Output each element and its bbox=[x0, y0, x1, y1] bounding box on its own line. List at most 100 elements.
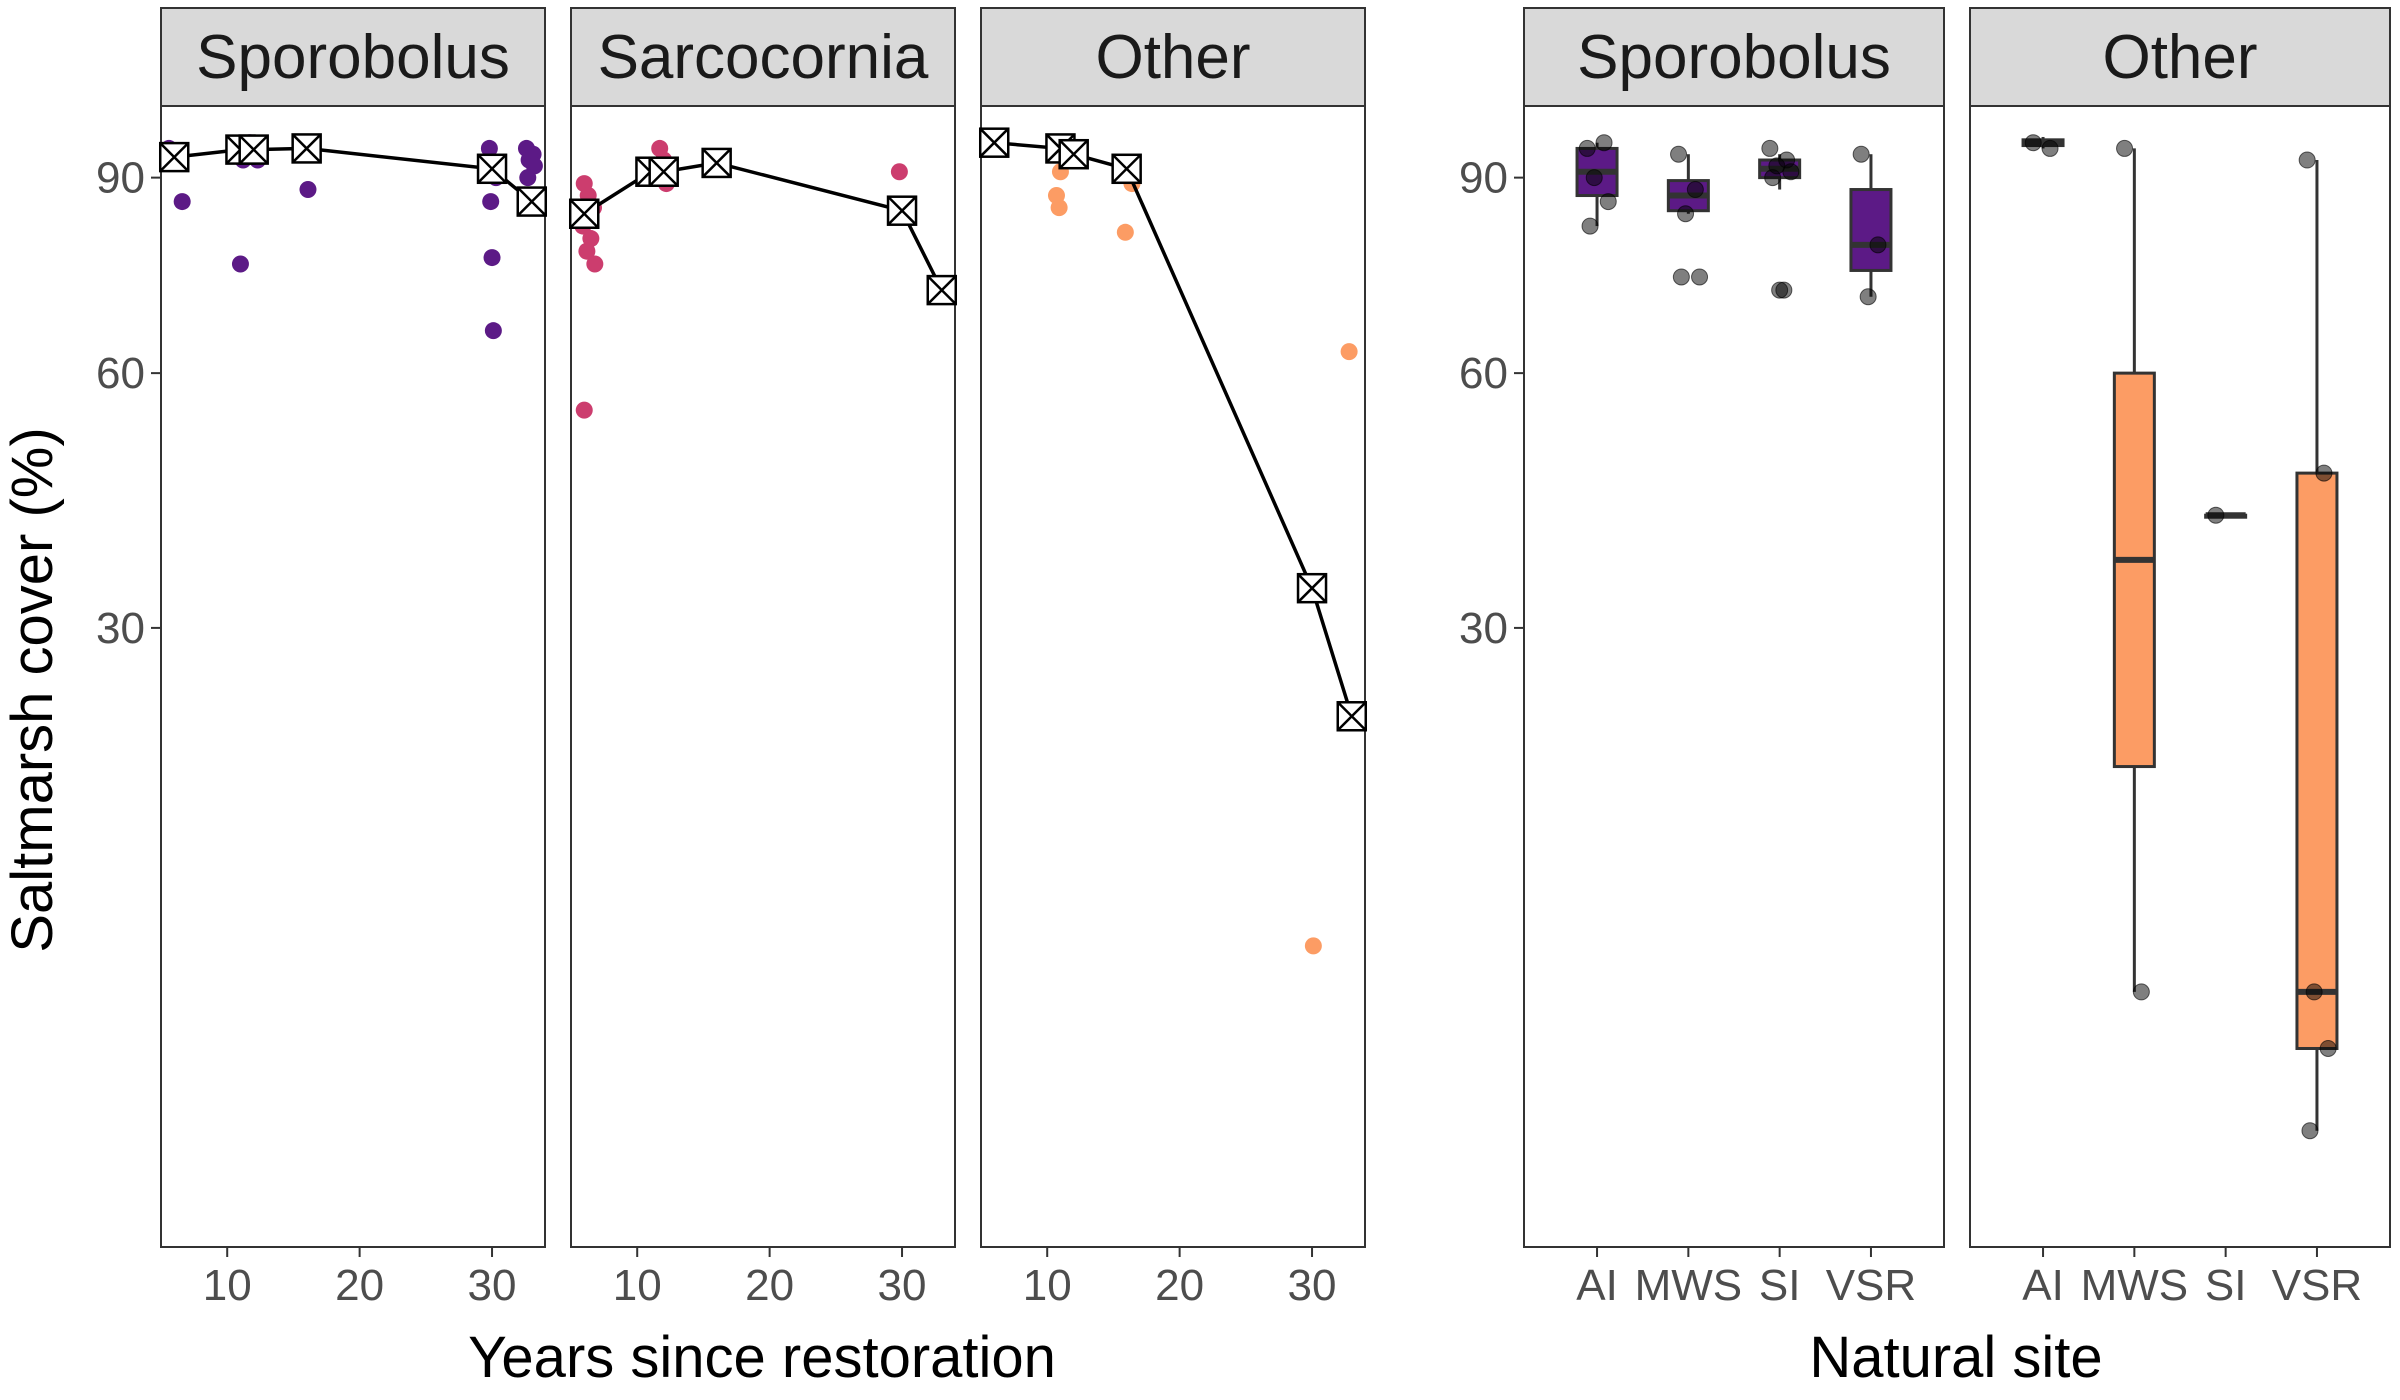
natural-sporobolus-point-13 bbox=[1782, 163, 1800, 181]
restored-other-xtick-label-20: 20 bbox=[1155, 1261, 1204, 1310]
right-ytick-label-60: 60 bbox=[1459, 349, 1508, 398]
restored-sarcocornia-point-12 bbox=[890, 163, 908, 181]
restored-sarcocornia-xtick-label-20: 20 bbox=[745, 1261, 794, 1310]
natural-sporobolus-point-7 bbox=[1677, 205, 1695, 223]
restored-sarcocornia-point-5 bbox=[578, 242, 596, 260]
restored-sporobolus-frame bbox=[160, 105, 546, 1248]
natural-sporobolus-point-4 bbox=[1581, 217, 1599, 235]
restored-sporobolus-mean-marker-3 bbox=[291, 133, 322, 164]
natural-other-point-9 bbox=[2301, 1122, 2319, 1140]
restored-sporobolus-strip bbox=[160, 7, 546, 107]
restored-sporobolus-strip-label: Sporobolus bbox=[196, 23, 510, 92]
restored-other-mean-marker-5 bbox=[1336, 701, 1368, 732]
natural-sporobolus-point-10 bbox=[1761, 139, 1779, 157]
natural-sporobolus-point-6 bbox=[1686, 181, 1704, 199]
restored-sarcocornia-frame bbox=[570, 105, 956, 1248]
natural-sporobolus-box-MWS bbox=[1666, 154, 1710, 214]
restored-other-point-6 bbox=[1304, 937, 1322, 955]
restored-sporobolus-xtick-label-20: 20 bbox=[335, 1261, 384, 1310]
restored-other-point-4 bbox=[1116, 223, 1134, 241]
natural-sporobolus-xtick-label-AI: AI bbox=[1576, 1261, 1618, 1310]
natural-other-xtick-label-SI: SI bbox=[2205, 1261, 2247, 1310]
x-axis-title-restored: Years since restoration bbox=[468, 1325, 1056, 1390]
restored-other-mean-marker-4 bbox=[1296, 572, 1328, 604]
natural-other-point-8 bbox=[2319, 1039, 2337, 1057]
natural-other-strip-label: Other bbox=[2102, 23, 2257, 92]
natural-other-point-6 bbox=[2315, 464, 2333, 482]
natural-other-xtick-label-MWS: MWS bbox=[2081, 1261, 2189, 1310]
natural-other-point-4 bbox=[2207, 506, 2225, 524]
restored-other-xtick-label-30: 30 bbox=[1288, 1261, 1337, 1310]
natural-sporobolus-point-5 bbox=[1670, 145, 1688, 163]
natural-sporobolus-strip bbox=[1523, 7, 1945, 107]
natural-other-point-7 bbox=[2305, 983, 2323, 1001]
restored-other-mean-marker-3 bbox=[1111, 153, 1142, 185]
natural-sporobolus-point-3 bbox=[1599, 193, 1617, 211]
restored-sporobolus-point-7 bbox=[231, 255, 249, 273]
restored-sarcocornia-mean-marker-3 bbox=[701, 147, 732, 179]
natural-other-point-5 bbox=[2298, 151, 2316, 169]
restored-sarcocornia-mean-marker-4 bbox=[886, 195, 918, 226]
panels-layer: Sporobolus 30 60 90 10 20 30 Sarcocornia 10 20 30 O… bbox=[96, 7, 2391, 1310]
natural-other-box-MWS bbox=[2112, 148, 2156, 992]
restored-sporobolus-point-3 bbox=[173, 193, 191, 211]
restored-other-mean-marker-2 bbox=[1058, 138, 1089, 170]
restored-sarcocornia-point-6 bbox=[586, 255, 604, 273]
natural-other-point-2 bbox=[2116, 139, 2134, 157]
natural-sporobolus-point-9 bbox=[1672, 268, 1690, 286]
restored-sporobolus-mean-marker-0 bbox=[158, 141, 190, 173]
restored-other-frame bbox=[980, 105, 1366, 1248]
natural-other-point-0 bbox=[2024, 134, 2042, 152]
natural-sporobolus-point-14 bbox=[1764, 169, 1782, 187]
natural-other-xtick-label-VSR: VSR bbox=[2272, 1261, 2362, 1310]
restored-other-mean-line bbox=[994, 140, 1354, 717]
restored-sarcocornia-mean-marker-0 bbox=[568, 198, 600, 230]
natural-other-box-VSR bbox=[2295, 160, 2339, 1131]
restored-sarcocornia-mean-marker-5 bbox=[926, 274, 958, 306]
natural-sporobolus-point-18 bbox=[1869, 236, 1887, 254]
restored-sarcocornia-xtick-label-30: 30 bbox=[878, 1261, 927, 1310]
left-ytick-label-60: 60 bbox=[96, 349, 145, 398]
restored-sporobolus-point-17 bbox=[482, 193, 500, 211]
restored-sarcocornia-mean-marker-2 bbox=[648, 156, 679, 187]
restored-sarcocornia-strip-label: Sarcocornia bbox=[598, 23, 929, 92]
natural-sporobolus-xtick-label-VSR: VSR bbox=[1826, 1261, 1916, 1310]
restored-sarcocornia-point-7 bbox=[575, 401, 593, 419]
restored-other-point-2 bbox=[1050, 199, 1068, 217]
natural-sporobolus-box-VSR bbox=[1849, 154, 1893, 297]
restored-other-strip-label: Other bbox=[1095, 23, 1250, 92]
restored-sarcocornia-xtick-label-10: 10 bbox=[613, 1261, 662, 1310]
x-axis-title-natural: Natural site bbox=[1809, 1325, 2102, 1390]
restored-sporobolus-mean-marker-2 bbox=[238, 134, 269, 165]
restored-sporobolus-xtick-label-30: 30 bbox=[468, 1261, 517, 1310]
natural-sporobolus-frame bbox=[1523, 105, 1945, 1248]
restored-other-xtick-label-10: 10 bbox=[1023, 1261, 1072, 1310]
restored-sporobolus-point-18 bbox=[483, 249, 501, 267]
natural-sporobolus-point-1 bbox=[1595, 134, 1613, 152]
restored-sporobolus-xtick-label-10: 10 bbox=[203, 1261, 252, 1310]
left-ytick-label-90: 90 bbox=[96, 154, 145, 203]
restored-sporobolus-point-24 bbox=[519, 169, 537, 187]
restored-sporobolus-mean-marker-4 bbox=[476, 153, 508, 185]
natural-sporobolus-strip-label: Sporobolus bbox=[1577, 23, 1891, 92]
natural-other-frame bbox=[1969, 105, 2391, 1248]
natural-sporobolus-point-8 bbox=[1691, 268, 1709, 286]
y-axis-title: Saltmarsh cover (%) bbox=[0, 427, 65, 952]
natural-other-xtick-label-AI: AI bbox=[2022, 1261, 2064, 1310]
natural-sporobolus-point-19 bbox=[1859, 288, 1877, 306]
restored-other-strip bbox=[980, 7, 1366, 107]
restored-other-point-5 bbox=[1340, 343, 1358, 361]
restored-sporobolus-point-19 bbox=[484, 322, 502, 340]
natural-sporobolus-xtick-label-SI: SI bbox=[1759, 1261, 1801, 1310]
natural-sporobolus-point-16 bbox=[1771, 281, 1789, 299]
restored-sporobolus-mean-marker-5 bbox=[516, 186, 548, 217]
natural-sporobolus-point-2 bbox=[1585, 169, 1603, 187]
restored-other-mean-marker-0 bbox=[978, 127, 1010, 158]
natural-sporobolus-xtick-label-MWS: MWS bbox=[1635, 1261, 1743, 1310]
left-ytick-label-30: 30 bbox=[96, 604, 145, 653]
natural-other-point-1 bbox=[2041, 139, 2059, 157]
natural-sporobolus-point-0 bbox=[1578, 139, 1596, 157]
right-ytick-label-90: 90 bbox=[1459, 154, 1508, 203]
natural-other-point-3 bbox=[2132, 983, 2150, 1001]
